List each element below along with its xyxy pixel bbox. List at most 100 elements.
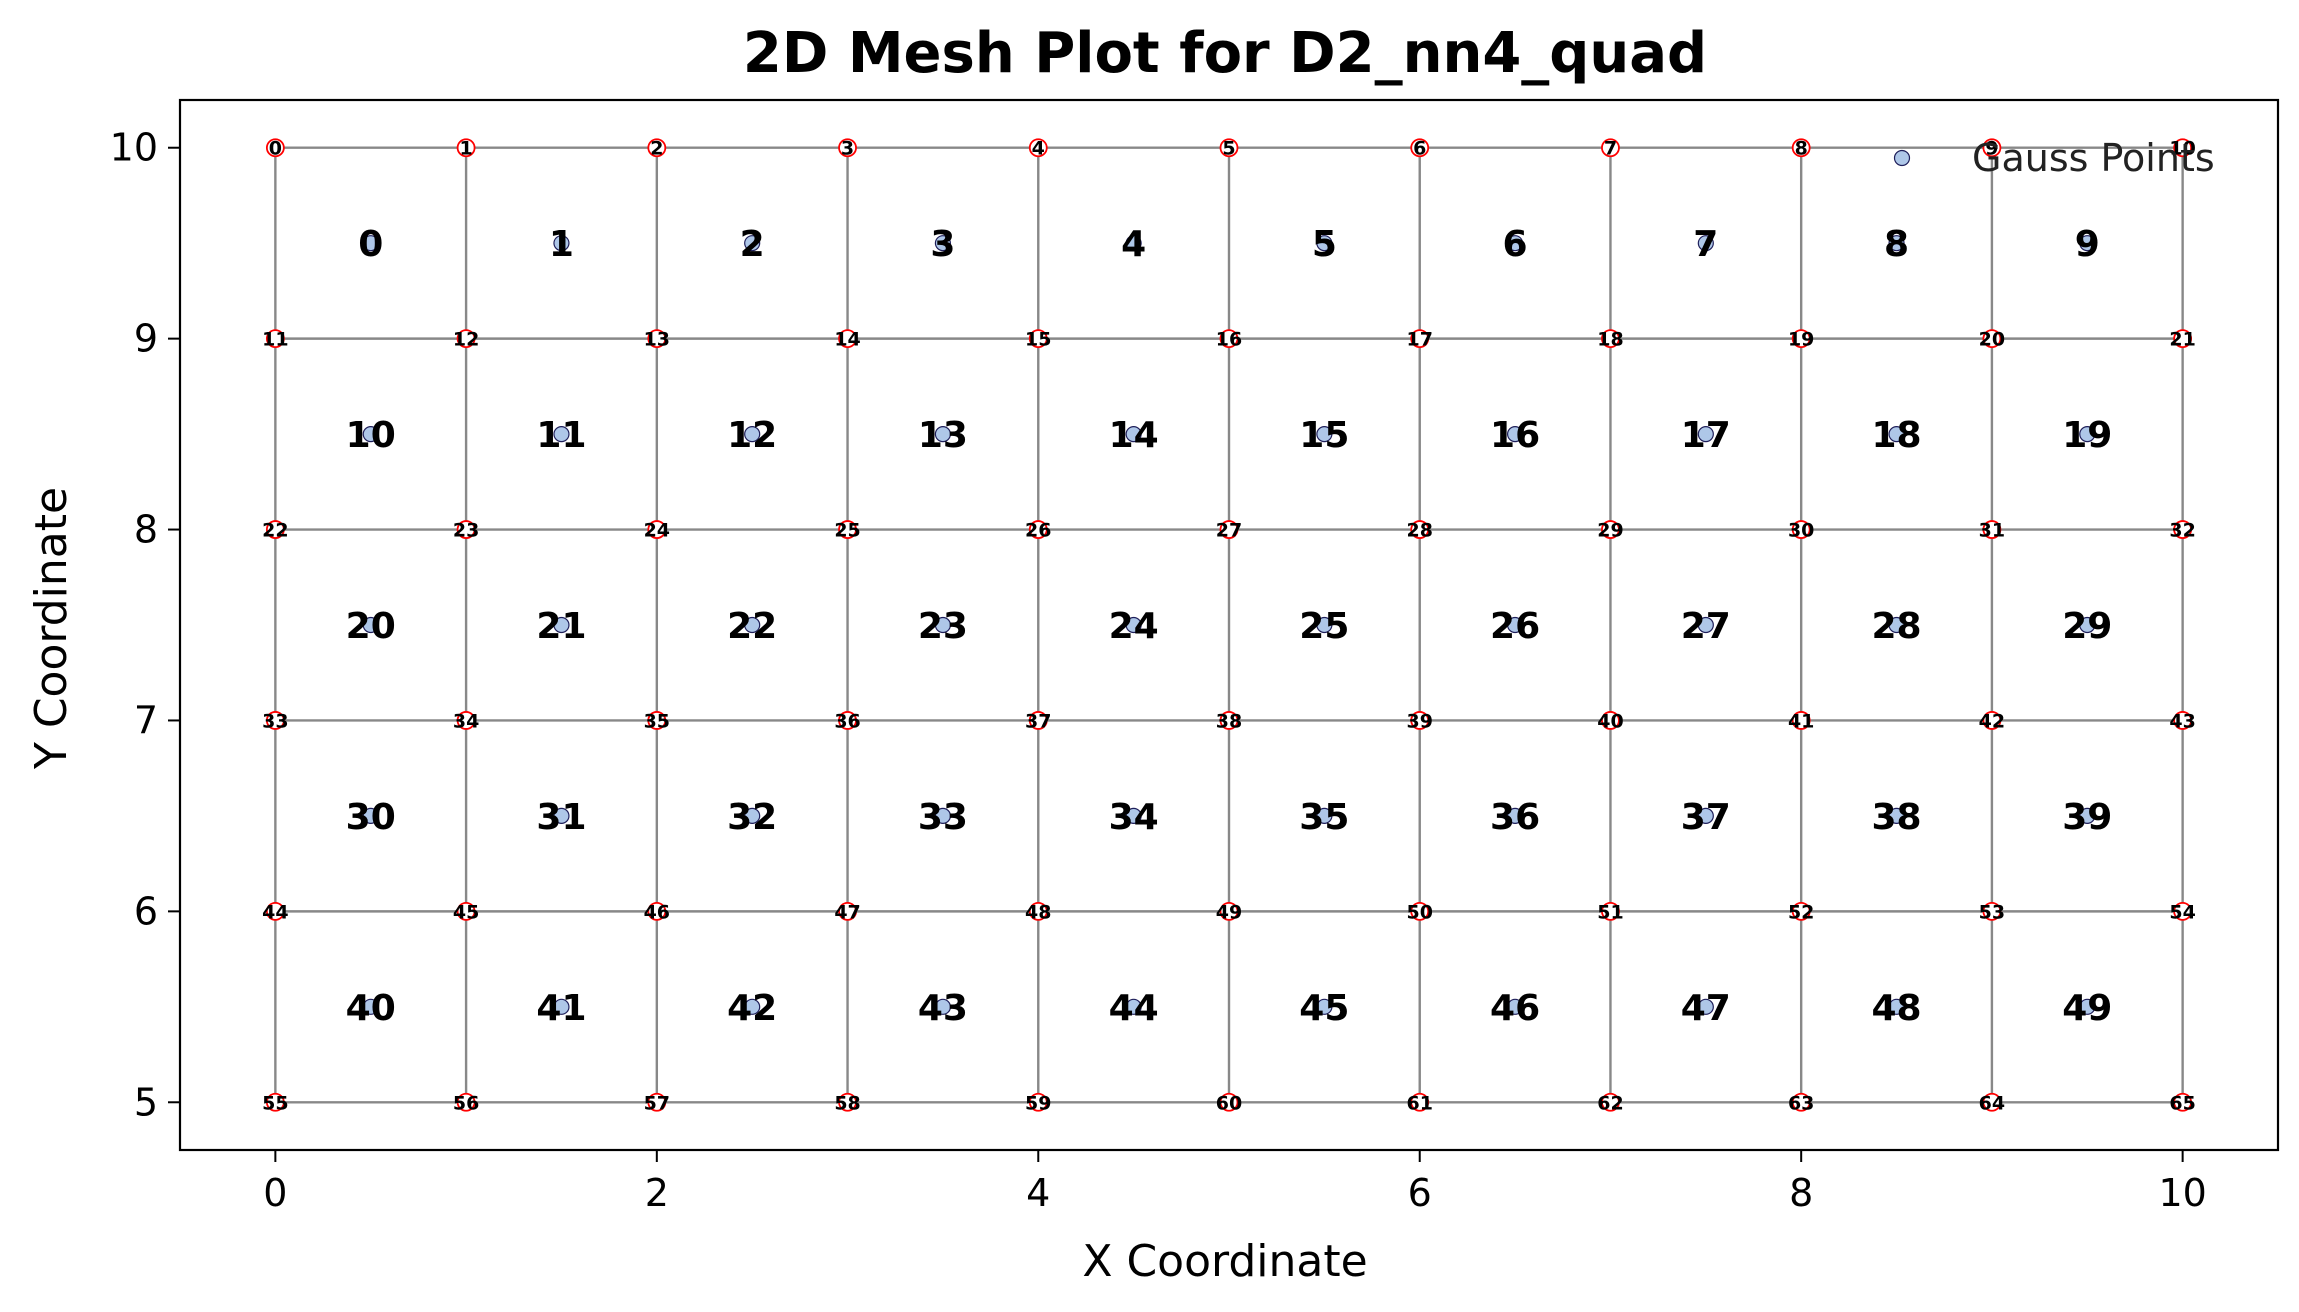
node-label: 57 bbox=[644, 1092, 670, 1114]
node-marker bbox=[838, 520, 857, 539]
y-tick-label: 10 bbox=[110, 126, 158, 170]
element-label: 49 bbox=[2062, 988, 2112, 1029]
node-label: 7 bbox=[1604, 138, 1617, 160]
node-label: 23 bbox=[453, 520, 479, 542]
y-axis-ticks: 5 6 7 8 9 10 bbox=[110, 126, 180, 1124]
node-label: 24 bbox=[644, 520, 670, 542]
node-marker bbox=[1791, 329, 1811, 349]
element-label: 27 bbox=[1681, 606, 1731, 647]
node-marker bbox=[647, 1092, 667, 1112]
gauss-point bbox=[2079, 425, 2096, 443]
node-marker bbox=[265, 1092, 285, 1112]
node-marker bbox=[1410, 901, 1430, 921]
y-tick-label: 6 bbox=[134, 889, 158, 933]
node-marker bbox=[1410, 1092, 1430, 1112]
node-marker bbox=[2173, 329, 2193, 349]
node-label: 28 bbox=[1407, 520, 1433, 542]
node-label: 15 bbox=[1025, 329, 1051, 351]
node-marker bbox=[2173, 138, 2193, 158]
node-marker bbox=[1982, 138, 2002, 158]
node-marker bbox=[1791, 711, 1811, 730]
element-label: 12 bbox=[727, 415, 777, 456]
node-marker bbox=[1982, 329, 2002, 349]
node-label: 37 bbox=[1025, 710, 1051, 732]
element-label: 44 bbox=[1109, 988, 1159, 1029]
x-tick-label: 0 bbox=[263, 1171, 287, 1215]
node-label: 34 bbox=[453, 710, 479, 732]
element-label: 6 bbox=[1503, 224, 1528, 265]
y-tick-label: 9 bbox=[134, 317, 158, 361]
node-label: 18 bbox=[1597, 329, 1623, 351]
node-marker bbox=[1982, 711, 2002, 730]
node-marker bbox=[1791, 138, 1811, 158]
x-tick-label: 4 bbox=[1026, 1171, 1050, 1215]
element-label: 21 bbox=[536, 606, 586, 647]
node-label: 52 bbox=[1788, 901, 1814, 923]
node-marker bbox=[1219, 520, 1239, 539]
element-label: 31 bbox=[536, 797, 586, 838]
node-marker bbox=[838, 1092, 857, 1112]
gauss-point bbox=[1697, 807, 1714, 825]
element-label: 1 bbox=[549, 224, 574, 265]
node-marker bbox=[1982, 901, 2002, 921]
node-label: 54 bbox=[2169, 901, 2195, 923]
gauss-point bbox=[1888, 616, 1905, 634]
node-label: 1 bbox=[459, 138, 472, 160]
node-marker bbox=[838, 711, 857, 730]
node-label: 26 bbox=[1025, 520, 1051, 542]
node-label: 60 bbox=[1216, 1092, 1242, 1114]
node-label: 16 bbox=[1216, 329, 1242, 351]
node-marker bbox=[838, 901, 857, 921]
node-marker bbox=[1028, 1092, 1048, 1112]
node-marker bbox=[1219, 711, 1239, 730]
node-label: 39 bbox=[1407, 710, 1433, 732]
element-label: 15 bbox=[1299, 415, 1349, 456]
node-label: 41 bbox=[1788, 710, 1814, 732]
gauss-point bbox=[553, 235, 570, 252]
gauss-point bbox=[744, 235, 761, 252]
node-marker bbox=[1410, 520, 1430, 539]
gauss-point bbox=[1316, 425, 1333, 443]
node-marker bbox=[1791, 901, 1811, 921]
node-label: 11 bbox=[262, 329, 288, 351]
node-label: 13 bbox=[644, 329, 670, 351]
element-label: 43 bbox=[918, 988, 968, 1029]
plot-frame bbox=[178, 98, 2280, 1152]
node-label: 8 bbox=[1795, 138, 1808, 160]
node-marker bbox=[2173, 901, 2193, 921]
node-label: 27 bbox=[1216, 520, 1242, 542]
node-marker bbox=[1028, 138, 1048, 158]
node-label: 3 bbox=[841, 138, 854, 160]
gauss-point bbox=[1316, 235, 1333, 252]
node-label: 50 bbox=[1407, 901, 1433, 923]
node-marker bbox=[1028, 711, 1048, 730]
x-axis-ticks: 0 2 4 6 8 10 bbox=[263, 1150, 2207, 1215]
node-label: 36 bbox=[834, 710, 860, 732]
node-label: 31 bbox=[1979, 520, 2005, 542]
gauss-point bbox=[1888, 998, 1905, 1015]
node-label: 35 bbox=[644, 710, 670, 732]
element-label: 36 bbox=[1490, 797, 1540, 838]
element-label: 38 bbox=[1871, 797, 1921, 838]
node-label: 65 bbox=[2169, 1092, 2195, 1114]
node-label: 51 bbox=[1597, 901, 1623, 923]
gauss-point bbox=[934, 807, 952, 825]
node-marker bbox=[1791, 1092, 1811, 1112]
element-label: 41 bbox=[536, 988, 586, 1029]
element-label: 46 bbox=[1490, 988, 1540, 1029]
node-label: 6 bbox=[1413, 138, 1426, 160]
gauss-point bbox=[934, 998, 952, 1015]
gauss-points bbox=[362, 235, 2096, 1015]
gauss-point bbox=[744, 425, 761, 443]
node-label: 58 bbox=[834, 1092, 860, 1114]
node-marker bbox=[647, 520, 667, 539]
node-label: 55 bbox=[262, 1092, 288, 1114]
node-label: 59 bbox=[1025, 1092, 1051, 1114]
node-marker bbox=[1982, 520, 2002, 539]
gauss-point bbox=[1697, 235, 1714, 252]
gauss-point bbox=[744, 998, 761, 1015]
node-marker bbox=[1219, 329, 1239, 349]
gauss-point bbox=[1125, 998, 1142, 1015]
